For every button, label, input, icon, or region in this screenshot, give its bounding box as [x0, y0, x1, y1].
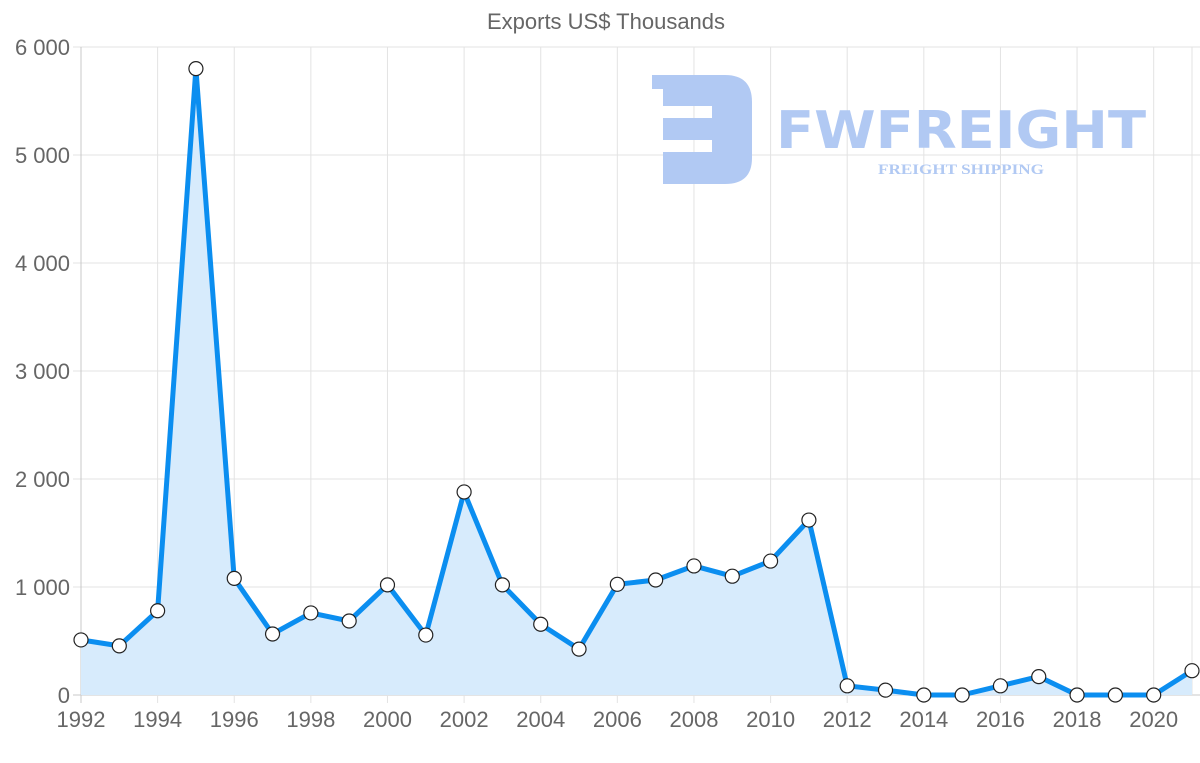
x-tick-label: 2002: [440, 707, 489, 732]
x-tick-label: 2008: [669, 707, 718, 732]
data-point: [73, 632, 89, 648]
data-point: [954, 687, 970, 703]
x-tick-label: 2016: [976, 707, 1025, 732]
x-tick-label: 2004: [516, 707, 565, 732]
x-tick-label: 2000: [363, 707, 412, 732]
data-point: [762, 553, 779, 569]
x-tick-label: 1996: [210, 707, 259, 732]
y-tick-label: 3 000: [15, 359, 70, 384]
y-tick-label: 4 000: [15, 251, 70, 276]
data-point: [533, 616, 549, 632]
data-point: [1184, 663, 1200, 679]
watermark-logo: FWFREIGHT FREIGHT SHIPPING: [652, 75, 1147, 184]
chart-title: Exports US$ Thousands: [487, 9, 725, 34]
data-point: [418, 627, 434, 643]
x-tick-label: 2014: [899, 707, 948, 732]
data-point: [724, 568, 740, 584]
data-point: [264, 626, 281, 642]
grid: [73, 46, 1200, 703]
data-point: [1146, 687, 1162, 703]
y-tick-label: 6 000: [15, 35, 70, 60]
y-tick-label: 5 000: [15, 143, 70, 168]
data-point: [648, 572, 664, 588]
data-point: [303, 605, 319, 621]
data-point: [494, 577, 511, 593]
x-tick-label: 2018: [1053, 707, 1102, 732]
data-points: [73, 60, 1200, 703]
data-point: [1031, 669, 1047, 685]
data-point: [456, 484, 472, 500]
data-point: [1069, 687, 1085, 703]
data-point: [686, 558, 702, 574]
y-axis: 0 1 000 2 000 3 000 4 000 5 000 6 000: [15, 35, 70, 708]
x-tick-label: 2006: [593, 707, 642, 732]
data-point: [188, 60, 204, 77]
data-point: [839, 678, 855, 694]
data-point: [1107, 687, 1123, 703]
data-point: [992, 678, 1009, 694]
x-tick-label: 2020: [1129, 707, 1178, 732]
data-point: [801, 512, 817, 528]
watermark-tagline: FREIGHT SHIPPING: [878, 162, 1044, 178]
x-tick-label: 2010: [746, 707, 795, 732]
data-point: [111, 638, 127, 654]
watermark-brand: FWFREIGHT: [776, 101, 1147, 161]
y-tick-label: 2 000: [15, 467, 70, 492]
y-tick-label: 0: [58, 683, 70, 708]
data-point: [226, 570, 242, 586]
x-tick-label: 1994: [133, 707, 182, 732]
logo-mark-icon: [652, 75, 752, 184]
x-tick-label: 1998: [286, 707, 335, 732]
y-tick-label: 1 000: [15, 575, 70, 600]
x-tick-label: 1992: [57, 707, 106, 732]
data-point: [916, 687, 932, 703]
data-point: [379, 577, 396, 593]
data-point: [609, 576, 625, 592]
x-axis: 1992 1994 1996 1998 2000 2002 2004 2006 2008 2010…: [57, 707, 1179, 732]
data-point: [877, 682, 894, 698]
data-point: [341, 613, 357, 629]
x-tick-label: 2012: [823, 707, 872, 732]
data-point: [571, 641, 587, 657]
data-point: [150, 603, 166, 619]
